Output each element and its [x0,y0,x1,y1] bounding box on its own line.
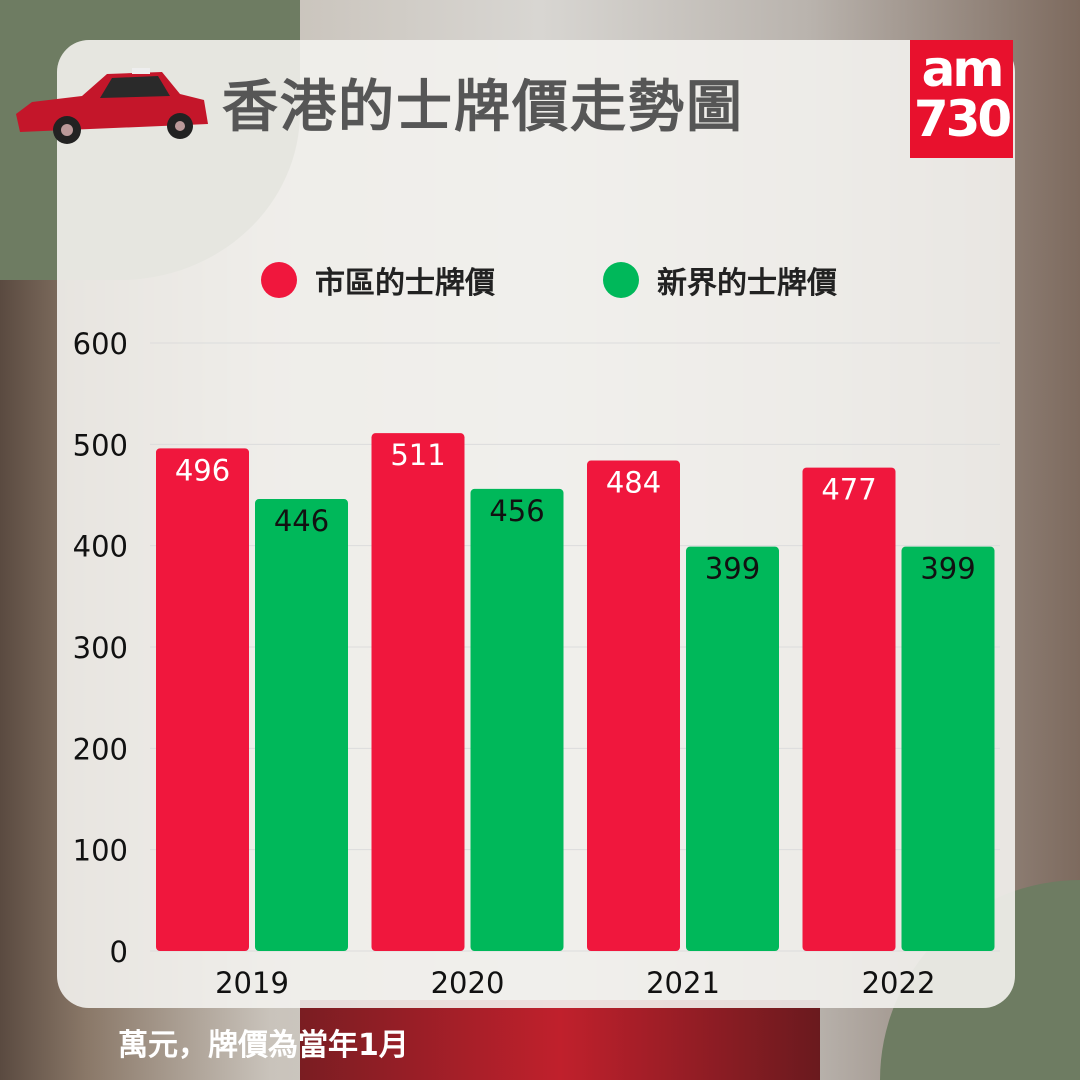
legend-swatch [261,262,297,298]
footnote: 萬元，牌價為當年1月 [118,1028,409,1063]
legend-swatch [603,262,639,298]
y-tick-label: 200 [73,732,128,766]
x-tick-label: 2019 [215,966,289,1000]
background-taxi [300,1000,820,1080]
bar [470,488,564,951]
bar [802,467,896,951]
logo-text: 730 [913,90,1012,148]
data-label: 456 [489,494,544,528]
logo-text: am [921,40,1005,98]
legend-item-nt: 新界的士牌價 [603,258,837,302]
bar [686,546,779,951]
am730-logo: am 730 [910,40,1013,158]
data-label: 477 [821,473,876,507]
data-label: 511 [390,438,445,472]
y-tick-label: 100 [73,834,128,868]
y-tick-label: 500 [73,428,128,462]
bar [371,433,465,952]
y-tick-label: 600 [73,327,128,361]
x-tick-label: 2020 [431,966,505,1000]
data-label: 484 [606,466,661,500]
taxi-icon [16,68,208,144]
legend-label: 新界的士牌價 [657,266,837,301]
bar [156,448,249,951]
x-tick-label: 2021 [646,966,720,1000]
data-label: 496 [175,453,230,487]
data-label: 446 [274,504,329,538]
y-tick-label: 300 [73,631,128,665]
bar [901,546,995,951]
bar [255,499,348,951]
y-tick-label: 0 [110,935,128,969]
data-label: 399 [920,552,975,586]
legend-label: 市區的士牌價 [315,266,495,301]
data-label: 399 [705,552,760,586]
x-tick-label: 2022 [862,966,936,1000]
chart-title: 香港的士牌價走勢圖 [222,75,744,140]
y-tick-label: 400 [73,530,128,564]
bar [587,460,680,951]
legend-item-urban: 市區的士牌價 [261,258,495,302]
